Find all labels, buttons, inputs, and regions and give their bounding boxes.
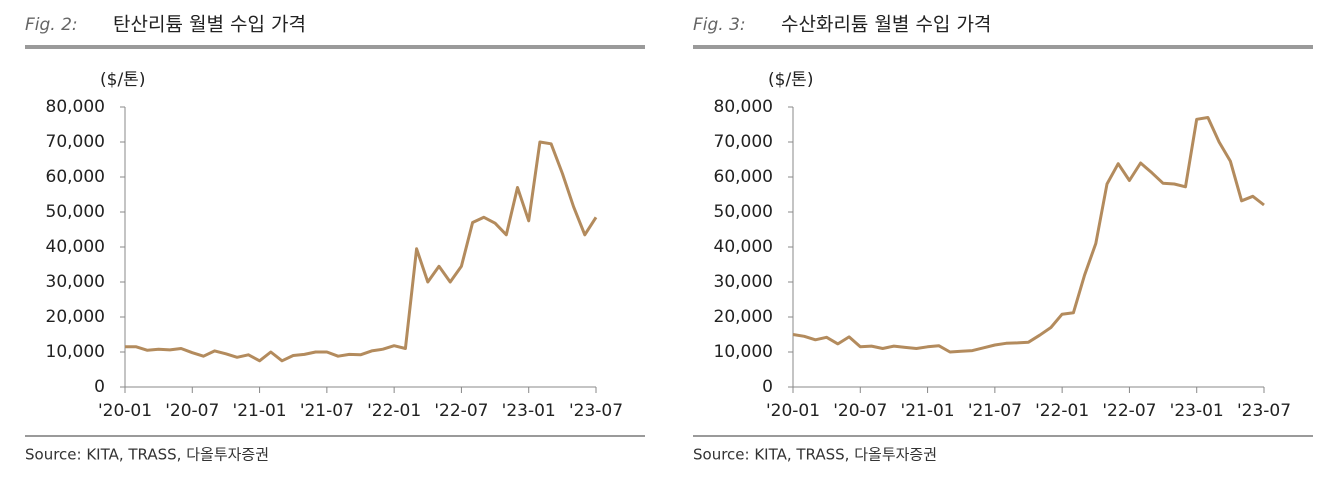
y-tick-label: 30,000 xyxy=(46,272,105,292)
x-tick-label: '20-07 xyxy=(165,401,219,421)
series-line xyxy=(792,116,1265,354)
figure-label: Fig. 2: xyxy=(25,15,78,35)
y-tick-label: 40,000 xyxy=(714,237,773,257)
x-tick-label: '23-07 xyxy=(1237,401,1291,421)
x-tick-label: '21-07 xyxy=(968,401,1022,421)
y-tick-label: 60,000 xyxy=(46,167,105,187)
y-tick-label: 80,000 xyxy=(46,97,105,117)
y-tick-label: 70,000 xyxy=(46,132,105,152)
y-tick-label: 30,000 xyxy=(714,272,773,292)
x-tick-label: '23-01 xyxy=(1170,401,1224,421)
source-rule xyxy=(25,435,645,437)
x-tick-label: '23-01 xyxy=(502,401,556,421)
x-tick-label: '20-01 xyxy=(766,401,820,421)
y-tick-label: 10,000 xyxy=(46,342,105,362)
y-tick-label: 60,000 xyxy=(714,167,773,187)
series-line xyxy=(125,140,598,363)
source: Source: KITA, TRASS, 다올투자증권 xyxy=(693,446,937,464)
x-tick-label: '20-07 xyxy=(833,401,887,421)
y-unit: ($/톤) xyxy=(768,70,813,90)
title-rule xyxy=(693,45,1313,49)
y-tick-label: 0 xyxy=(762,377,773,397)
title-rule xyxy=(25,45,645,49)
y-tick-label: 20,000 xyxy=(46,307,105,327)
y-tick-label: 50,000 xyxy=(714,202,773,222)
y-tick-label: 50,000 xyxy=(46,202,105,222)
x-tick-label: '23-07 xyxy=(569,401,623,421)
x-tick-label: '22-01 xyxy=(367,401,421,421)
y-tick-label: 70,000 xyxy=(714,132,773,152)
chart-title: 수산화리튬 월별 수입 가격 xyxy=(781,14,991,36)
x-tick-label: '22-01 xyxy=(1035,401,1089,421)
y-tick-label: 40,000 xyxy=(46,237,105,257)
figure-label: Fig. 3: xyxy=(693,15,746,35)
x-tick-label: '20-01 xyxy=(98,401,152,421)
x-tick-label: '21-01 xyxy=(901,401,955,421)
y-unit: ($/톤) xyxy=(100,70,145,90)
source-rule xyxy=(693,435,1313,437)
x-tick-label: '21-01 xyxy=(233,401,287,421)
source: Source: KITA, TRASS, 다올투자증권 xyxy=(25,446,269,464)
y-tick-label: 10,000 xyxy=(714,342,773,362)
y-tick-label: 0 xyxy=(94,377,105,397)
y-tick-label: 20,000 xyxy=(714,307,773,327)
x-tick-label: '22-07 xyxy=(1102,401,1156,421)
y-tick-label: 80,000 xyxy=(714,97,773,117)
x-tick-label: '21-07 xyxy=(300,401,354,421)
chart-title: 탄산리튬 월별 수입 가격 xyxy=(113,14,306,36)
x-tick-label: '22-07 xyxy=(434,401,488,421)
